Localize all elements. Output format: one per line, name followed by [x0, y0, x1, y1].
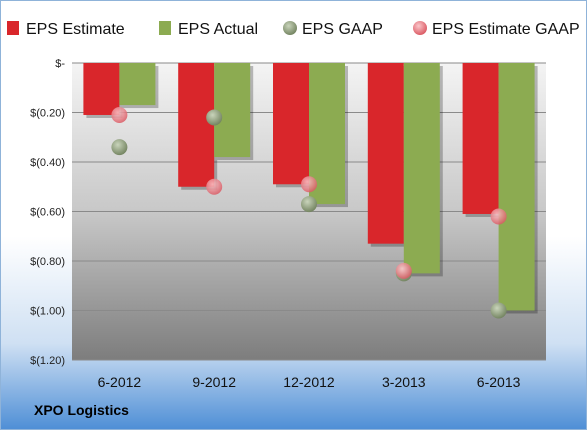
- legend-swatch: [413, 21, 427, 35]
- x-tick-label: 9-2012: [192, 374, 236, 390]
- point-eps-estimate-gaap: [206, 178, 223, 195]
- point-eps-gaap: [206, 109, 223, 126]
- x-tick-label: 6-2013: [477, 374, 521, 390]
- points: [111, 106, 507, 319]
- point-eps-gaap: [111, 139, 128, 156]
- legend-swatch: [283, 21, 297, 35]
- y-tick-label: $(0.60): [30, 207, 65, 219]
- point-eps-estimate-gaap: [111, 106, 128, 123]
- bar-eps-actual: [498, 63, 535, 311]
- y-tick-label: $(0.20): [30, 108, 65, 120]
- y-tick-label: $(0.80): [30, 256, 65, 268]
- legend-label: EPS Actual: [178, 21, 258, 38]
- point-eps-estimate-gaap: [395, 262, 412, 279]
- legend-swatch: [159, 21, 171, 35]
- x-axis-ticks: 6-2012 9-2012 12-2012 3-2013 6-2013: [98, 374, 521, 390]
- bar-eps-estimate: [367, 63, 404, 244]
- bar-eps-estimate: [273, 63, 309, 185]
- bar-eps-actual: [214, 63, 251, 158]
- y-axis-ticks: $- $(0.20) $(0.40) $(0.60) $(0.80) $(1.00) $(1…: [30, 58, 65, 367]
- bar-eps-estimate: [83, 63, 120, 115]
- bar-eps-estimate: [178, 63, 215, 187]
- point-eps-gaap: [301, 196, 317, 213]
- bar-eps-estimate: [462, 63, 499, 214]
- legend: EPS Estimate EPS Actual EPS GAAP EPS Estima…: [7, 21, 580, 38]
- legend-label: EPS Estimate: [26, 21, 125, 38]
- x-tick-label: 3-2013: [382, 374, 426, 390]
- y-tick-label: $-: [55, 58, 65, 70]
- bars: [83, 63, 538, 314]
- x-tick-label: 12-2012: [283, 374, 335, 390]
- y-tick-label: $(1.00): [30, 306, 65, 318]
- x-tick-label: 6-2012: [98, 374, 142, 390]
- point-eps-gaap: [490, 302, 507, 319]
- company-label: XPO Logistics: [34, 402, 129, 418]
- legend-swatch: [7, 21, 19, 35]
- y-tick-label: $(1.20): [30, 355, 65, 367]
- bar-eps-actual: [119, 63, 156, 106]
- point-eps-estimate-gaap: [301, 176, 317, 193]
- legend-label: EPS Estimate GAAP: [432, 21, 580, 38]
- bar-eps-actual: [403, 63, 440, 274]
- point-eps-estimate-gaap: [490, 208, 507, 225]
- y-tick-label: $(0.40): [30, 157, 65, 169]
- legend-label: EPS GAAP: [302, 21, 383, 38]
